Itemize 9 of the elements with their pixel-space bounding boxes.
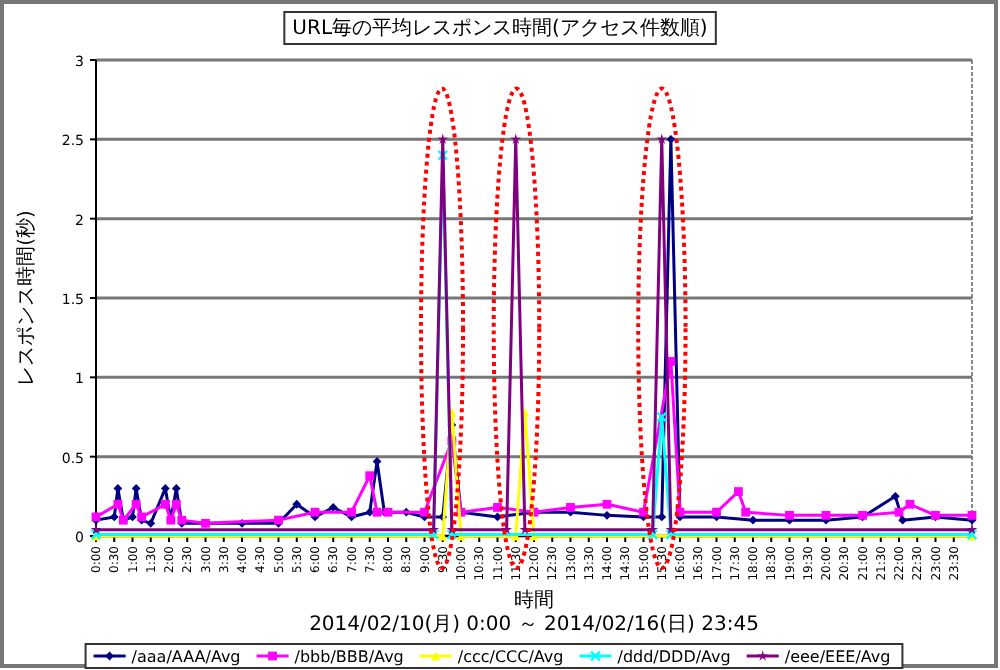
x-axis-title: 時間 [514, 588, 554, 612]
legend-label: /ddd/DDD/Avg [617, 648, 731, 666]
y-axis-title: レスポンス時間(秒) [14, 210, 38, 386]
legend-label: /ccc/CCC/Avg [457, 648, 564, 666]
text: 2014/02/10(月) 0:00 ～ 2014/02/16(日) 23:45 [309, 614, 759, 636]
legend-label: /bbb/BBB/Avg [294, 648, 404, 666]
legend-label: /aaa/AAA/Avg [131, 648, 241, 666]
legend-label: /eee/EEE/Avg [784, 648, 891, 666]
chart-title: URL毎の平均レスポンス時間(アクセス件数順) [292, 16, 708, 40]
